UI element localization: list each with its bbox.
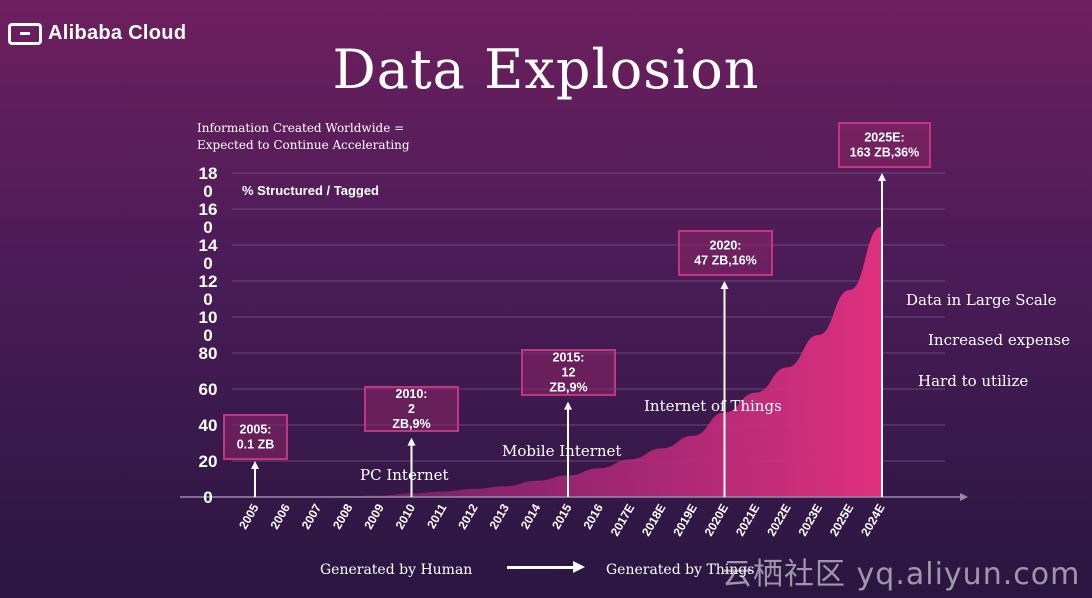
x-tick-label: 2005 [236, 501, 262, 531]
structured-tagged-label: % Structured / Tagged [242, 183, 379, 198]
x-tick-label: 2011 [424, 501, 449, 531]
x-tick-label: 2015 [549, 501, 575, 531]
chart-subtitle: Information Created Worldwide = Expected… [197, 120, 410, 154]
logo-text: Alibaba Cloud [48, 22, 187, 44]
x-tick-label: 2023E [796, 502, 825, 539]
callout-arrow-head-icon [564, 401, 572, 410]
callout-arrow-head-icon [407, 437, 416, 446]
x-tick-label: 2010 [393, 501, 419, 531]
alibaba-cloud-logo-icon [8, 22, 42, 45]
y-tick-label: 12 0 [199, 272, 218, 309]
y-tick-label: 16 0 [199, 200, 218, 237]
y-tick-label: 20 [199, 452, 218, 471]
generated-by-human: Generated by Human [320, 562, 473, 578]
callout-box [521, 349, 616, 396]
x-tick-label: 2021E [733, 502, 762, 539]
callout-box [678, 230, 773, 276]
callout-text: 2015: 12 ZB,9% [549, 351, 587, 395]
subtitle-line-1: Information Created Worldwide = [197, 121, 405, 135]
x-tick-label: 2022E [764, 502, 793, 539]
generated-arrow-icon [507, 561, 585, 573]
callout-text: 2005: 0.1 ZB [237, 423, 275, 452]
x-tick-label: 2019E [670, 502, 699, 539]
callout-box [364, 386, 459, 432]
x-tick-labels: 2005 2006 2007 2008 2009 2010 2011 2012 2013 2014… [236, 501, 887, 538]
x-tick-label: 2024E [858, 502, 887, 539]
x-tick-label: 2025E [827, 502, 856, 539]
y-tick-label: 80 [199, 344, 218, 363]
page-title: Data Explosion [332, 38, 760, 101]
y-tick-labels: 18 016 014 012 010 080 60 40 20 0 [199, 164, 218, 507]
x-tick-label: 2006 [267, 501, 293, 531]
callout-arrow-head-icon [878, 173, 886, 181]
callout-arrow-head-icon [720, 281, 729, 289]
x-tick-label: 2020E [702, 502, 731, 539]
callout-text: 2010: 2 ZB,9% [392, 387, 430, 431]
x-axis-arrow-icon [960, 493, 968, 501]
x-tick-label: 2014 [518, 501, 544, 531]
x-tick-label: 2013 [487, 501, 513, 531]
generated-by-things: Generated by Things [606, 562, 755, 578]
callout-box [223, 414, 288, 460]
callout-arrows [251, 173, 886, 497]
watermark: 云栖社区 yq.aliyun.com [722, 557, 1081, 592]
x-tick-label: 2017E [608, 502, 637, 539]
x-tick-label: 2009 [361, 501, 387, 531]
x-tick-label: 2018E [639, 502, 668, 539]
y-tick-label: 60 [199, 380, 218, 399]
callout-arrow-head-icon [251, 461, 259, 469]
callout-box [838, 122, 931, 168]
alibaba-cloud-logo: Alibaba Cloud [8, 22, 186, 45]
era-label: PC Internet [360, 466, 449, 484]
era-label: Mobile Internet [502, 442, 621, 460]
x-tick-label: 2007 [299, 501, 325, 531]
x-tick-label: 2016 [580, 501, 606, 531]
era-label: Internet of Things [644, 397, 782, 415]
x-tick-label: 2012 [455, 501, 481, 531]
y-tick-label: 18 0 [199, 164, 218, 201]
side-note-utilize: Hard to utilize [918, 372, 1029, 390]
callout-text: 2020: 47 ZB,16% [694, 239, 757, 268]
side-note-expense: Increased expense [928, 331, 1070, 349]
y-tick-label: 40 [199, 416, 218, 435]
era-labels: PC Internet Mobile Internet Internet of Th… [360, 397, 782, 484]
callout-text: 2025E: 163 ZB,36% [850, 131, 919, 160]
callouts: 2005: 0.1 ZB 2010: 2 ZB,9% 2015: 12 ZB,9% 2020: 4… [223, 122, 931, 460]
y-tick-label: 10 0 [199, 308, 218, 345]
subtitle-line-2: Expected to Continue Accelerating [197, 138, 410, 152]
side-note-large-scale: Data in Large Scale [906, 291, 1057, 309]
y-tick-label: 14 0 [199, 236, 218, 273]
x-tick-label: 2008 [330, 501, 356, 531]
y-tick-label: 0 [203, 488, 212, 507]
